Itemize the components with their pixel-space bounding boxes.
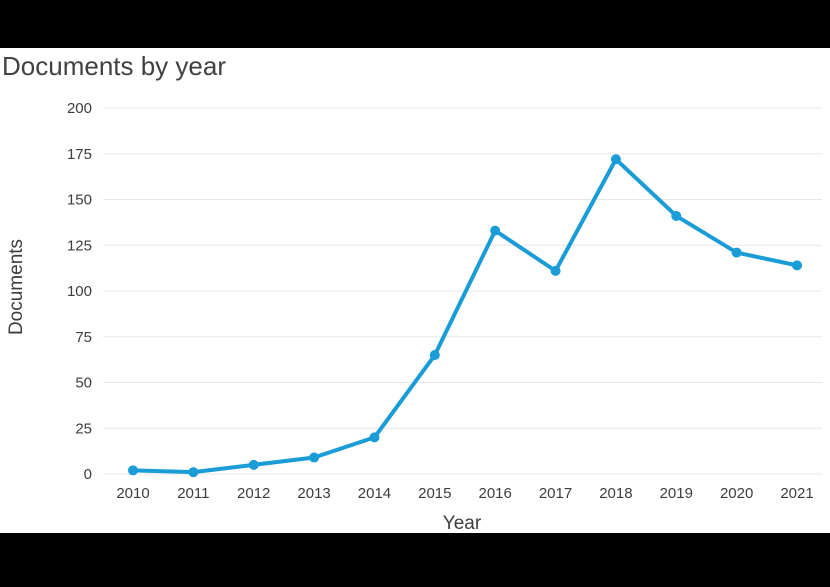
data-point[interactable]	[248, 459, 259, 470]
x-axis-tick-label: 2013	[297, 485, 330, 502]
label-layer: Year Documents 0 25 50 75 100 125 150 175 200 201…	[6, 100, 814, 533]
x-axis-tick-label: 2010	[116, 485, 149, 502]
x-axis-tick-label: 2015	[418, 485, 451, 502]
y-axis-tick-label: 200	[67, 100, 92, 117]
x-axis-tick-label: 2021	[780, 485, 813, 502]
x-axis-tick-label: 2014	[358, 485, 391, 502]
documents-by-year-line-chart: Year Documents 0 25 50 75 100 125 150 175 200 201…	[6, 100, 822, 533]
top-letterbox-bar	[0, 0, 830, 48]
y-axis-tick-label: 150	[67, 192, 92, 209]
series-line	[131, 157, 799, 475]
y-axis-tick-label: 100	[67, 283, 92, 300]
data-point[interactable]	[671, 210, 682, 221]
y-axis-tick-label: 25	[75, 420, 92, 437]
y-axis-tick-label: 0	[84, 466, 92, 483]
grid-layer	[103, 107, 822, 475]
y-axis-tick-label: 50	[75, 375, 92, 392]
data-point[interactable]	[128, 465, 138, 476]
data-point[interactable]	[188, 467, 199, 478]
x-axis-tick-label: 2019	[660, 485, 693, 502]
x-axis-title: Year	[443, 513, 482, 533]
x-axis-tick-label: 2011	[177, 485, 209, 502]
chart-title: Documents by year	[2, 51, 226, 81]
y-axis-tick-label: 125	[67, 237, 92, 254]
x-axis-tick-label: 2016	[478, 485, 511, 502]
chart-panel: Documents by year Year Documents 0 25 50 75…	[0, 48, 830, 533]
data-point[interactable]	[369, 432, 380, 443]
series-layer	[128, 154, 802, 478]
data-point[interactable]	[731, 247, 742, 258]
y-axis-title: Documents	[6, 239, 27, 335]
data-point[interactable]	[792, 260, 802, 271]
x-axis-tick-label: 2017	[539, 485, 572, 502]
bottom-letterbox-bar	[0, 533, 830, 587]
data-point[interactable]	[309, 452, 320, 463]
x-axis-tick-label: 2018	[599, 485, 632, 502]
y-axis-tick-label: 175	[67, 146, 92, 163]
data-point[interactable]	[490, 225, 501, 236]
data-point[interactable]	[429, 350, 440, 361]
x-axis-tick-label: 2012	[237, 485, 270, 502]
y-axis-tick-label: 75	[75, 329, 92, 346]
data-point[interactable]	[610, 154, 621, 165]
data-point[interactable]	[550, 265, 561, 276]
x-axis-tick-label: 2020	[720, 485, 753, 502]
